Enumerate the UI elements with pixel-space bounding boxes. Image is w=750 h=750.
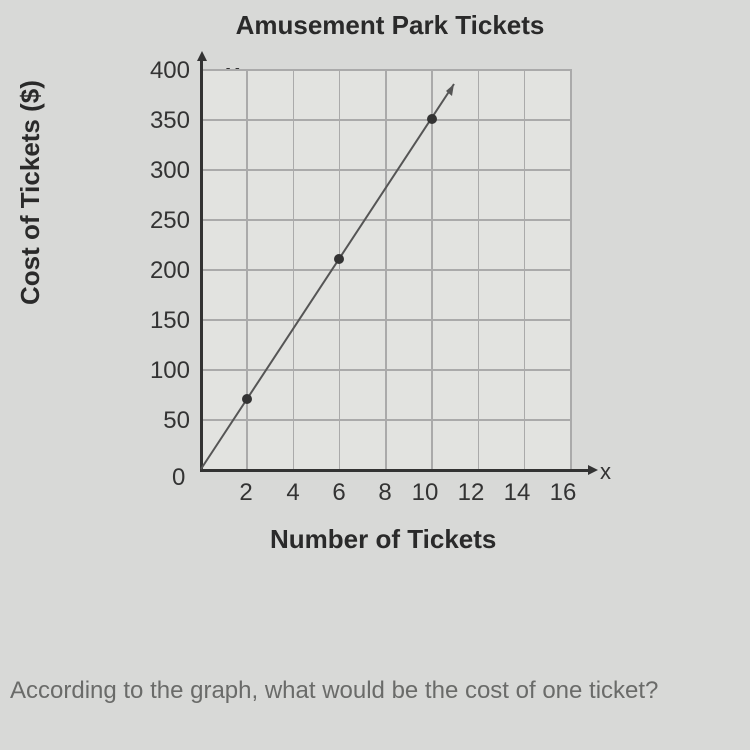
x-axis-line: [200, 469, 590, 472]
grid-line-v: [385, 69, 387, 469]
x-tick-label: 2: [231, 479, 261, 507]
x-tick-label: 12: [456, 479, 486, 507]
y-tick-label: 50: [140, 407, 190, 435]
data-point: [334, 254, 344, 264]
chart-container: Amusement Park Tickets y 50 100 150: [40, 10, 640, 489]
grid-line-v: [524, 69, 526, 469]
x-axis-arrow-icon: [588, 465, 598, 475]
y-axis-arrow-icon: [197, 51, 207, 61]
x-tick-label: 6: [324, 479, 354, 507]
x-tick-label: 8: [370, 479, 400, 507]
grid-line-v: [339, 69, 341, 469]
y-tick-label: 150: [140, 307, 190, 335]
y-tick-label: 350: [140, 107, 190, 135]
grid-line-v: [570, 69, 572, 469]
x-axis-title: Number of Tickets: [270, 524, 496, 555]
y-tick-label: 300: [140, 157, 190, 185]
grid-line-v: [246, 69, 248, 469]
plot-area: 50 100 150 200 250 300 350 400 0 2 4 6 8…: [140, 49, 590, 489]
x-tick-label: 16: [548, 479, 578, 507]
y-tick-label: 200: [140, 257, 190, 285]
y-tick-label: 400: [140, 57, 190, 85]
x-tick-label: 4: [278, 479, 308, 507]
y-axis-line: [200, 59, 203, 469]
grid-line-v: [478, 69, 480, 469]
origin-label: 0: [172, 464, 185, 492]
question-text: According to the graph, what would be th…: [10, 677, 658, 705]
chart-title: Amusement Park Tickets: [140, 10, 640, 41]
y-axis-title: Cost of Tickets ($): [15, 80, 46, 305]
grid-line-v: [293, 69, 295, 469]
data-point: [427, 114, 437, 124]
grid-background: [200, 69, 570, 469]
x-axis-variable: x: [600, 459, 611, 485]
grid-line-v: [431, 69, 433, 469]
x-tick-label: 10: [410, 479, 440, 507]
y-tick-label: 250: [140, 207, 190, 235]
data-point: [242, 394, 252, 404]
y-tick-label: 100: [140, 357, 190, 385]
x-tick-label: 14: [502, 479, 532, 507]
